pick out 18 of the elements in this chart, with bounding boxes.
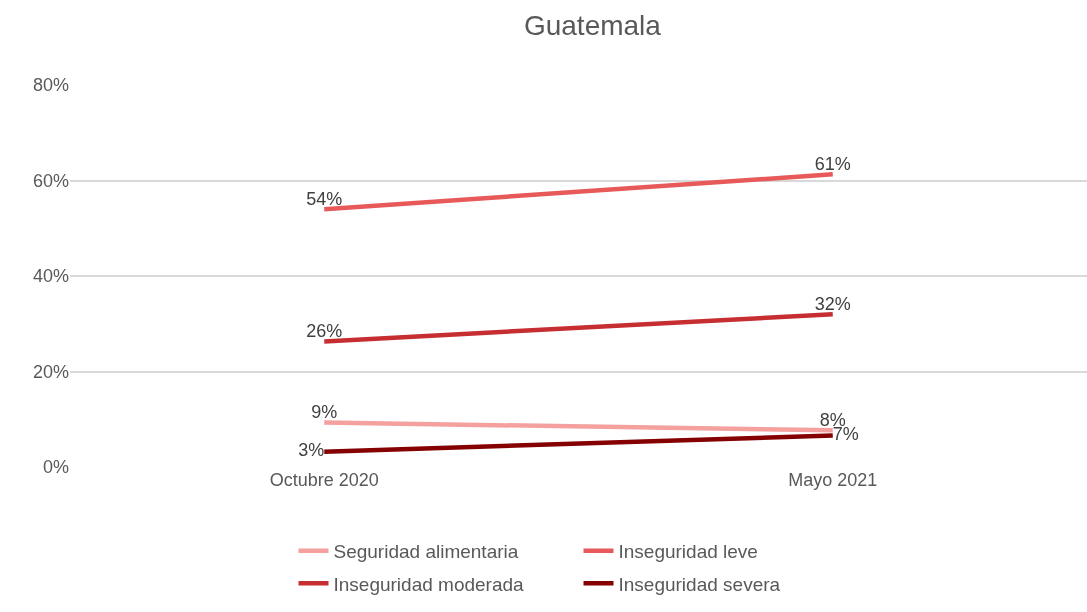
chart-title: Guatemala <box>523 9 662 41</box>
y-tick-label: 40% <box>32 266 69 287</box>
data-label: 26% <box>306 320 343 341</box>
data-label: 9% <box>311 402 338 423</box>
y-tick-label: 0% <box>42 457 69 478</box>
x-tick-label: Mayo 2021 <box>788 470 878 490</box>
data-label: 32% <box>814 293 851 314</box>
x-tick-label: Octubre 2020 <box>269 470 379 490</box>
y-tick-label: 60% <box>32 170 69 191</box>
data-label: 54% <box>306 188 343 209</box>
legend-label: Inseguridad severa <box>618 573 781 595</box>
legend-label: Seguridad alimentaria <box>333 541 519 563</box>
y-tick-label: 20% <box>32 361 69 382</box>
data-label: 3% <box>298 440 325 461</box>
legend-label: Inseguridad moderada <box>333 573 525 595</box>
data-label: 61% <box>814 153 851 174</box>
legend-label: Inseguridad leve <box>618 541 758 563</box>
y-tick-label: 80% <box>32 75 69 96</box>
